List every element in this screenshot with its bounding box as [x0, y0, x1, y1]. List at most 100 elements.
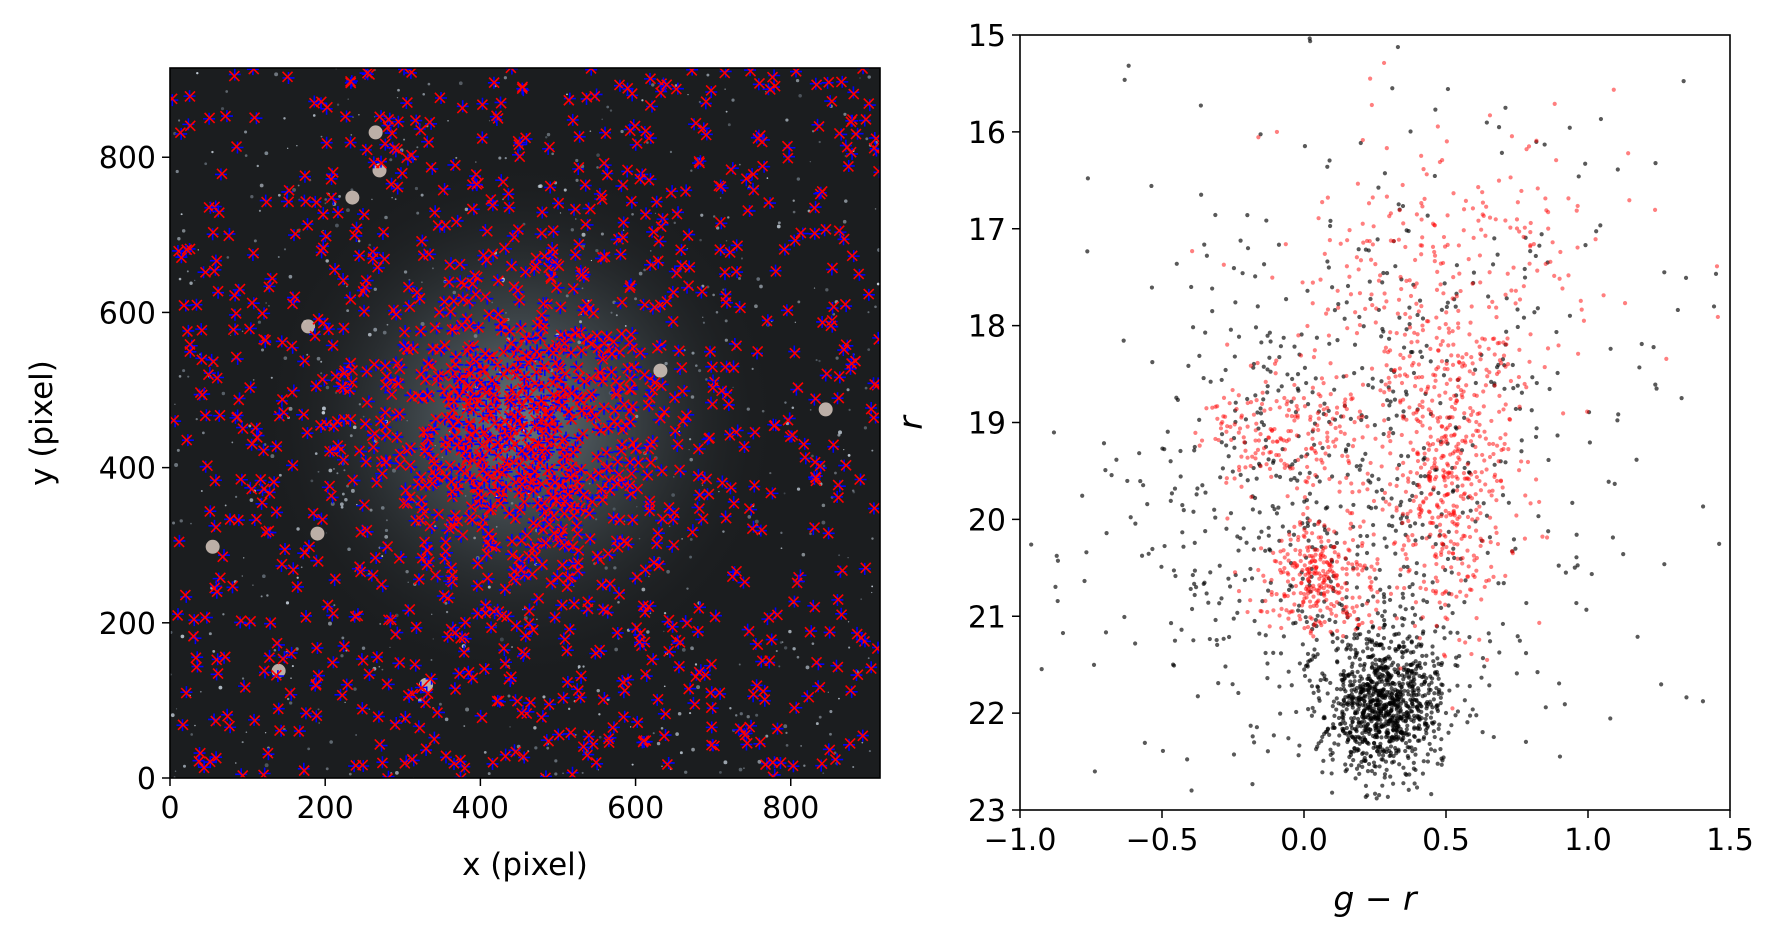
x-marker — [617, 676, 629, 688]
x-marker — [644, 505, 656, 517]
x-marker — [576, 404, 588, 417]
plus-marker — [391, 182, 404, 195]
star-dot — [350, 134, 353, 136]
x-marker — [214, 409, 226, 421]
plus-marker — [356, 702, 369, 715]
cmd-point — [1378, 722, 1383, 727]
cmd-point — [1363, 715, 1368, 720]
cmd-point — [1369, 506, 1374, 511]
cmd-point — [1347, 655, 1352, 660]
plus-marker — [254, 474, 267, 487]
x-marker — [480, 607, 492, 619]
star-dot — [502, 198, 504, 201]
cmd-point — [1340, 677, 1345, 683]
star-dot — [699, 238, 702, 242]
cmd-point — [1401, 781, 1406, 786]
x-marker — [351, 223, 363, 235]
cmd-point — [1259, 529, 1264, 534]
x-marker — [692, 625, 704, 637]
cmd-point — [1316, 688, 1321, 693]
x-marker — [243, 323, 256, 335]
x-marker — [705, 739, 718, 751]
plus-marker — [749, 637, 762, 650]
plus-marker — [250, 112, 263, 125]
star-dot — [865, 137, 869, 141]
plus-marker — [743, 204, 756, 217]
x-marker — [491, 474, 503, 486]
x-marker — [558, 539, 570, 551]
cmd-point — [1382, 171, 1388, 176]
x-marker — [398, 68, 410, 74]
star-dot — [321, 410, 326, 415]
cmd-point — [1213, 212, 1218, 218]
x-marker — [444, 259, 456, 271]
cmd-point — [1276, 505, 1281, 510]
plus-marker — [487, 249, 500, 262]
x-marker — [663, 645, 675, 657]
x-marker — [540, 537, 552, 549]
star-dot — [389, 158, 393, 162]
x-marker — [293, 725, 305, 737]
x-marker — [527, 485, 540, 497]
x-marker — [694, 489, 706, 501]
x-marker — [556, 460, 569, 472]
plus-marker — [486, 757, 499, 770]
plus-marker — [666, 506, 679, 519]
plus-marker — [671, 82, 684, 95]
x-marker — [852, 669, 864, 681]
plus-marker — [259, 336, 272, 349]
left-x-tick-label: 800 — [762, 791, 819, 826]
star-dot — [253, 239, 257, 243]
x-marker — [598, 337, 610, 349]
x-marker — [448, 395, 460, 407]
x-marker — [683, 280, 695, 292]
star-dot — [792, 199, 795, 202]
x-marker — [624, 383, 636, 395]
x-marker — [658, 406, 670, 418]
cmd-point — [1430, 644, 1435, 649]
cmd-point — [1309, 684, 1315, 689]
plus-marker — [317, 207, 330, 220]
x-marker — [567, 540, 579, 552]
plus-marker — [522, 551, 535, 564]
cmd-point — [1408, 650, 1414, 655]
plus-marker — [637, 298, 650, 311]
cmd-point — [1344, 707, 1349, 712]
x-marker — [375, 157, 388, 169]
x-marker — [854, 473, 866, 486]
x-marker — [172, 609, 184, 622]
plus-marker — [580, 92, 593, 105]
star-dot — [723, 760, 728, 765]
cmd-point — [1181, 508, 1186, 513]
star-dot — [296, 527, 300, 531]
x-marker — [415, 368, 427, 380]
cmd-point — [1365, 676, 1370, 682]
x-marker — [686, 526, 699, 538]
x-marker — [621, 164, 634, 176]
star-dot — [822, 464, 826, 468]
x-marker — [181, 325, 193, 338]
x-marker — [440, 536, 452, 548]
x-marker — [345, 293, 357, 306]
cmd-point — [1409, 640, 1414, 645]
x-marker — [426, 478, 438, 490]
star-dot — [622, 229, 625, 231]
cmd-point — [1334, 686, 1340, 692]
star-dot — [487, 585, 491, 589]
x-marker — [568, 509, 580, 521]
x-marker — [730, 426, 742, 438]
star-dot — [172, 521, 176, 525]
plus-marker — [428, 731, 441, 744]
x-marker — [404, 442, 417, 454]
plus-marker — [495, 368, 508, 381]
x-marker — [363, 668, 375, 680]
x-marker — [565, 727, 577, 739]
cmd-point — [1186, 363, 1191, 368]
cmd-point — [1350, 671, 1355, 677]
x-marker — [277, 653, 289, 665]
cmd-point — [1392, 397, 1398, 402]
cmd-point — [1353, 655, 1358, 660]
cmd-point — [1450, 610, 1455, 616]
x-marker — [199, 611, 211, 624]
